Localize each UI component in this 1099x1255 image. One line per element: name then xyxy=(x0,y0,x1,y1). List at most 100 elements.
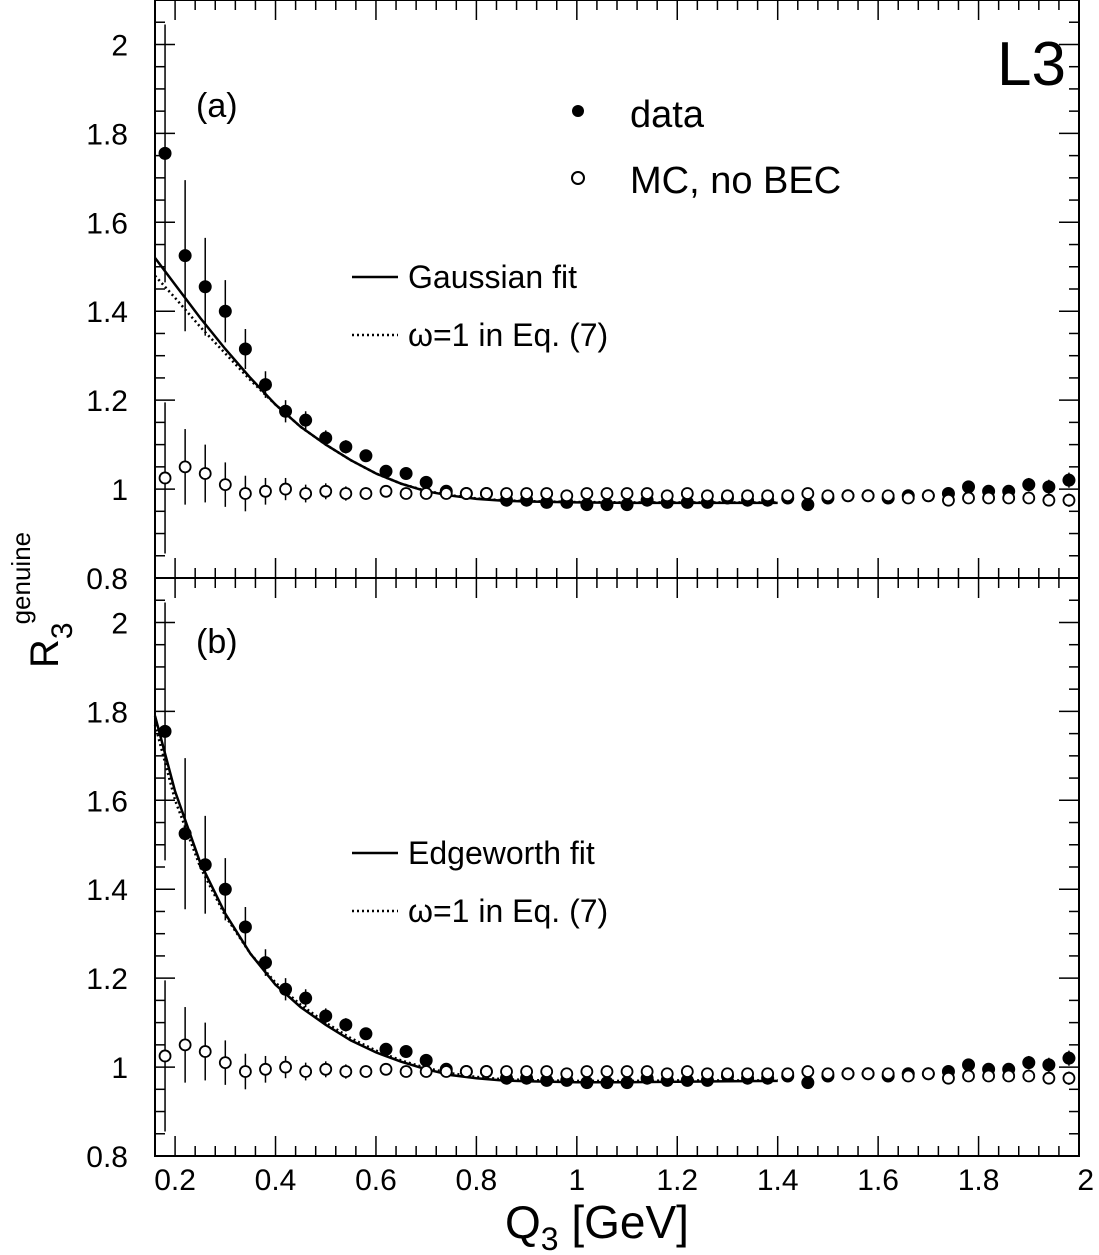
data-points-layer xyxy=(158,146,1076,1090)
mc-point xyxy=(1042,493,1056,507)
panel-b-frame xyxy=(154,577,1080,1157)
legend-data-marker xyxy=(572,105,584,117)
mc-point xyxy=(660,489,674,503)
data-point xyxy=(299,413,313,427)
tick-labels-layer: 0.8 1 1.2 1.4 1.6 1.8 2 0.8 1 1.2 1.4 1.6 1.8 2 0.2 0.4… xyxy=(86,29,1094,1197)
data-point xyxy=(359,449,373,463)
mc-point xyxy=(218,478,232,492)
data-point xyxy=(419,1053,433,1067)
mc-point xyxy=(1002,491,1016,505)
mc-point xyxy=(921,489,935,503)
mc-point xyxy=(500,487,513,500)
data-point xyxy=(319,1009,333,1023)
data-point xyxy=(962,480,976,494)
mc-point xyxy=(540,1065,554,1078)
mc-point xyxy=(259,484,272,498)
mc-point xyxy=(238,1065,252,1078)
y-tick-label: 1 xyxy=(111,474,128,507)
y-tick-label: 1.8 xyxy=(86,118,128,151)
mc-point xyxy=(319,484,333,498)
mc-point xyxy=(801,487,815,500)
mc-point xyxy=(379,1062,393,1076)
mc-point xyxy=(459,1065,473,1078)
mc-point xyxy=(700,1067,714,1081)
mc-point xyxy=(259,1062,272,1076)
mc-point xyxy=(660,1067,674,1081)
mc-point xyxy=(1002,1069,1016,1083)
y-tick-label: 2 xyxy=(111,29,128,62)
data-point xyxy=(801,498,815,512)
data-point xyxy=(1042,480,1056,494)
x-tick-label: 1.2 xyxy=(656,1164,698,1197)
mc-point xyxy=(781,489,795,503)
mc-point xyxy=(741,1067,754,1081)
mc-point xyxy=(962,491,975,505)
mc-point xyxy=(982,491,996,505)
x-tick-label: 0.8 xyxy=(456,1164,498,1197)
y-tick-label: 1.2 xyxy=(86,385,128,418)
x-tick-label: 2 xyxy=(1077,1164,1094,1197)
mc-point xyxy=(801,1065,815,1078)
mc-point xyxy=(640,1065,654,1078)
y-tick-label: 1.4 xyxy=(86,874,128,907)
data-point xyxy=(1042,1058,1056,1072)
data-point xyxy=(238,342,252,356)
data-point xyxy=(379,464,393,478)
y-tick-label: 2 xyxy=(111,607,128,640)
fit-curve-omega1 xyxy=(154,274,778,504)
data-point xyxy=(1062,1051,1076,1065)
mc-point xyxy=(600,1065,614,1078)
mc-point xyxy=(821,489,835,503)
fit-curve-omega1 xyxy=(153,724,778,1083)
data-point xyxy=(620,1076,634,1090)
data-point xyxy=(158,146,172,160)
mc-point xyxy=(901,491,915,505)
legend-a-fit-label: Gaussian fit xyxy=(408,259,577,295)
data-point xyxy=(600,1076,614,1090)
mc-point xyxy=(379,484,393,498)
data-point xyxy=(279,982,293,996)
x-tick-label: 1.8 xyxy=(958,1164,1000,1197)
data-point xyxy=(339,440,353,454)
data-point xyxy=(218,304,232,318)
axis-ticks-layer xyxy=(155,0,1079,1156)
mc-point xyxy=(339,1065,353,1078)
svg-text:R3genuine: R3 genuine xyxy=(6,532,79,668)
mc-point xyxy=(841,489,855,503)
data-point xyxy=(419,475,433,489)
x-tick-label: 0.6 xyxy=(355,1164,397,1197)
mc-point xyxy=(1042,1071,1056,1085)
legend-data-label: data xyxy=(630,94,705,136)
mc-point xyxy=(781,1067,795,1081)
mc-point xyxy=(158,471,172,485)
mc-point xyxy=(500,1065,513,1078)
mc-point xyxy=(721,1067,734,1081)
x-tick-label: 1.4 xyxy=(757,1164,799,1197)
mc-point xyxy=(218,1056,232,1070)
data-point xyxy=(801,1076,815,1090)
mc-point xyxy=(861,489,875,503)
x-axis-label: Q3 [GeV] xyxy=(505,1196,689,1255)
data-point xyxy=(198,858,212,872)
mc-point xyxy=(339,487,353,500)
mc-point xyxy=(419,487,433,500)
mc-point xyxy=(640,487,654,500)
data-point xyxy=(178,249,192,263)
mc-point xyxy=(861,1067,875,1081)
mc-point xyxy=(921,1067,935,1081)
y-tick-label: 1.6 xyxy=(86,785,128,818)
mc-point xyxy=(279,482,292,496)
mc-point xyxy=(480,1065,493,1078)
x-tick-label: 0.2 xyxy=(154,1164,196,1197)
x-tick-label: 0.4 xyxy=(255,1164,297,1197)
mc-point xyxy=(198,1045,212,1058)
data-point xyxy=(178,827,192,841)
y-axis-label-sub: 3 xyxy=(46,622,79,639)
data-point xyxy=(600,498,614,512)
legend-mc-marker xyxy=(571,171,585,185)
mc-point xyxy=(299,1065,313,1078)
x-tick-label: 1.6 xyxy=(857,1164,899,1197)
mc-point xyxy=(761,1067,775,1081)
mc-point xyxy=(480,487,493,500)
